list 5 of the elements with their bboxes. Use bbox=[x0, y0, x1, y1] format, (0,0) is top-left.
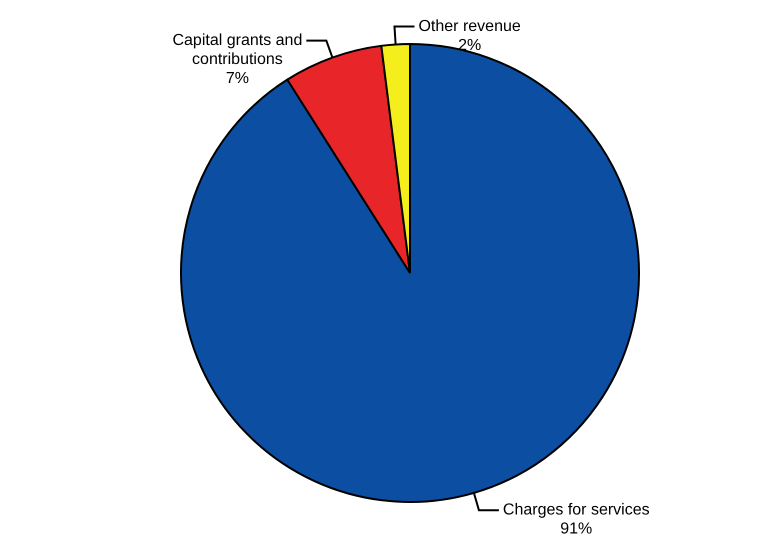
slice-label: Capital grants and contributions bbox=[172, 32, 302, 68]
data-label: 7% bbox=[226, 70, 249, 88]
data-label: 91% bbox=[560, 520, 592, 538]
slice-label: Charges for services bbox=[502, 502, 650, 519]
slice-label: Other revenue bbox=[418, 18, 521, 35]
